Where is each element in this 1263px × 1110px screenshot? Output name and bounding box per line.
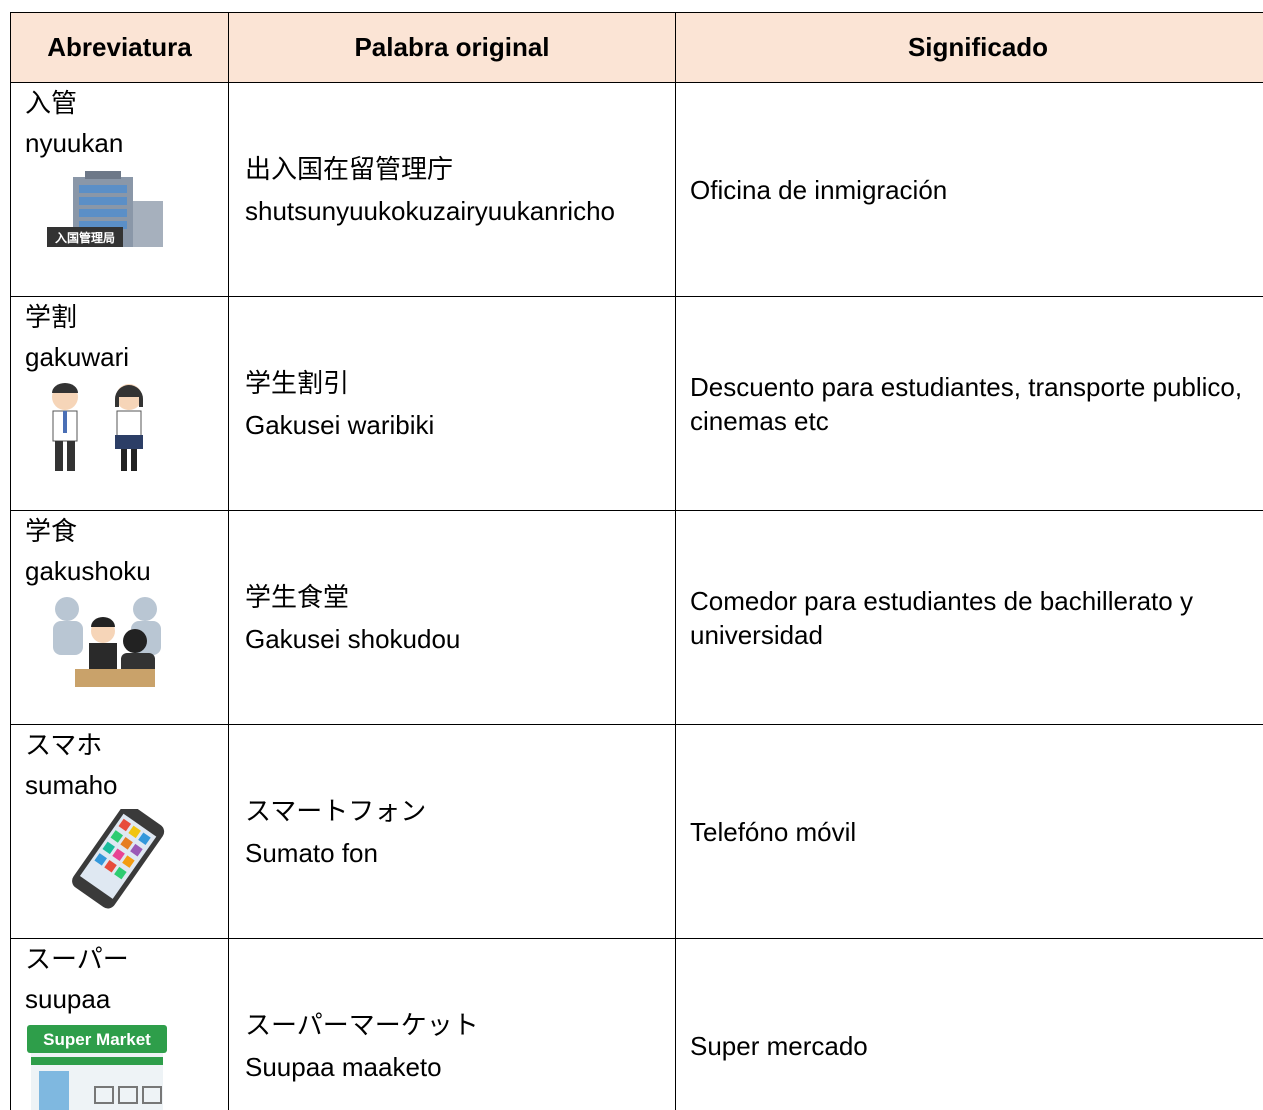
row: 学割 gakuwari 学生割引 Gakusei waribiki Descue…	[10, 296, 1263, 511]
header-cell: Abreviatura	[10, 12, 229, 83]
original-romaji: Sumato fon	[245, 837, 378, 868]
abbr-cell: 学割 gakuwari	[10, 296, 229, 511]
meaning-cell: Super mercado	[675, 938, 1263, 1110]
cafeteria-illustration	[53, 597, 161, 687]
abbr-romaji: nyuukan	[25, 128, 124, 158]
abbr-cell: スマホ sumaho	[10, 724, 229, 939]
row: 学食 gakushoku 学生食堂 Gakusei shokudou Comed…	[10, 510, 1263, 725]
abbr-jp: 学割	[25, 302, 78, 332]
image-label: 入国管理局	[55, 230, 115, 245]
original-cell: スーパーマーケット Suupaa maaketo	[228, 938, 676, 1110]
meaning-cell: Oficina de inmigración	[675, 82, 1263, 297]
row: 入管 nyuukan 入国管理局 出入国在留管理庁 shutsunyuukoku…	[10, 82, 1263, 297]
original-cell: 出入国在留管理庁 shutsunyuukokuzairyuukanricho	[228, 82, 676, 297]
original-romaji: Gakusei shokudou	[245, 623, 461, 654]
phone-illustration	[72, 809, 165, 909]
image-label: Super Market	[43, 1030, 151, 1049]
meaning-cell: Comedor para estudiantes de bachillerato…	[675, 510, 1263, 725]
original-romaji: shutsunyuukokuzairyuukanricho	[245, 195, 615, 226]
abbr-jp: 学食	[25, 516, 78, 546]
row: スーパー suupaa Super Market スーパーマーケット Suupa…	[10, 938, 1263, 1110]
meaning-cell: Telefóno móvil	[675, 724, 1263, 939]
header-cell: Palabra original	[228, 12, 676, 83]
supermarket-illustration: Super Market	[27, 1025, 167, 1110]
original-romaji: Suupaa maaketo	[245, 1051, 442, 1082]
abbr-romaji: gakushoku	[25, 556, 151, 586]
meaning-cell: Descuento para estudiantes, transporte p…	[675, 296, 1263, 511]
abbr-cell: スーパー suupaa Super Market	[10, 938, 229, 1110]
original-cell: 学生割引 Gakusei waribiki	[228, 296, 676, 511]
abbreviation-table: Abreviatura Palabra original Significado…	[10, 12, 1263, 1110]
original-jp: 出入国在留管理庁	[245, 153, 454, 184]
original-romaji: Gakusei waribiki	[245, 409, 435, 440]
original-cell: スマートフォン Sumato fon	[228, 724, 676, 939]
abbr-romaji: sumaho	[25, 770, 118, 800]
abbr-cell: 入管 nyuukan 入国管理局	[10, 82, 229, 297]
original-jp: 学生食堂	[245, 581, 350, 612]
abbr-romaji: gakuwari	[25, 342, 130, 372]
students-illustration	[52, 383, 143, 471]
original-jp: スーパーマーケット	[245, 1009, 479, 1040]
abbr-jp: スーパー	[25, 944, 129, 974]
abbr-jp: 入管	[25, 88, 78, 118]
original-cell: 学生食堂 Gakusei shokudou	[228, 510, 676, 725]
table-wrap: Abreviatura Palabra original Significado…	[10, 12, 1263, 1110]
row: スマホ sumaho スマートフォン Sumato fon Telefóno m…	[10, 724, 1263, 939]
abbr-romaji: suupaa	[25, 984, 111, 1014]
abbr-cell: 学食 gakushoku	[10, 510, 229, 725]
building-illustration: 入国管理局	[47, 171, 163, 247]
abbr-jp: スマホ	[25, 730, 103, 760]
header-cell: Significado	[675, 12, 1263, 83]
original-jp: 学生割引	[245, 367, 350, 398]
header-row: Abreviatura Palabra original Significado	[10, 12, 1263, 83]
original-jp: スマートフォン	[245, 795, 427, 826]
